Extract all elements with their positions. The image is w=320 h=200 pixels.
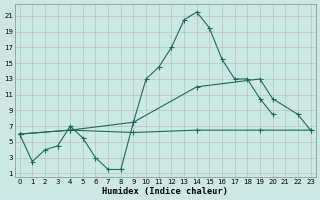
X-axis label: Humidex (Indice chaleur): Humidex (Indice chaleur) xyxy=(102,187,228,196)
